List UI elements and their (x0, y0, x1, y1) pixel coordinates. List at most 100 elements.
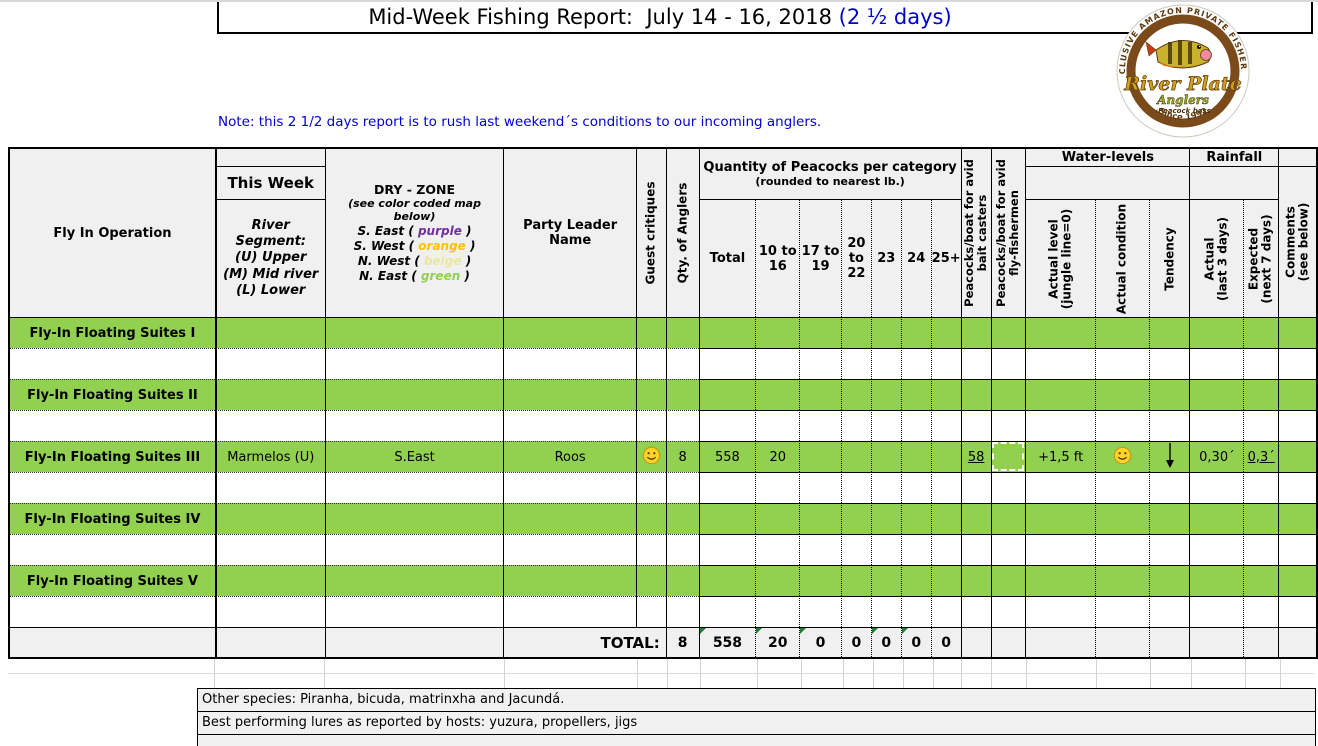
table-cell[interactable] (960, 627, 991, 657)
table-cell[interactable] (990, 596, 1026, 627)
header-bait-casters[interactable]: Peacocks/boat for avid bait casters (960, 149, 991, 317)
table-cell[interactable] (1189, 503, 1244, 534)
table-cell[interactable] (870, 441, 901, 472)
table-cell[interactable] (930, 348, 961, 379)
table-cell[interactable] (799, 379, 841, 410)
table-cell[interactable] (1025, 472, 1095, 503)
table-cell[interactable] (1025, 317, 1095, 348)
table-cell[interactable] (990, 503, 1026, 534)
table-cell[interactable] (960, 348, 991, 379)
table-cell[interactable]: 558 (698, 441, 756, 472)
table-cell[interactable] (10, 596, 215, 627)
header-actual-level[interactable]: Actual level (jungle line=0) (1025, 199, 1095, 317)
table-cell[interactable] (214, 596, 325, 627)
table-cell[interactable] (930, 565, 961, 596)
table-cell[interactable] (990, 317, 1026, 348)
table-cell[interactable] (214, 503, 325, 534)
table-cell[interactable] (1148, 565, 1190, 596)
header-17-19[interactable]: 17 to 19 (799, 199, 841, 317)
table-cell[interactable] (10, 410, 215, 441)
table-cell[interactable] (990, 379, 1026, 410)
header-comments[interactable]: Comments (see below) (1278, 166, 1316, 317)
table-cell[interactable] (324, 410, 504, 441)
table-cell[interactable] (755, 348, 800, 379)
table-cell[interactable] (503, 348, 636, 379)
table-cell[interactable] (755, 472, 800, 503)
table-cell[interactable] (900, 441, 931, 472)
table-cell[interactable] (960, 317, 991, 348)
table-cell[interactable] (324, 503, 504, 534)
table-cell[interactable] (1025, 348, 1095, 379)
table-cell[interactable] (840, 472, 871, 503)
table-cell[interactable] (1278, 472, 1316, 503)
table-cell[interactable] (698, 596, 756, 627)
table-cell[interactable] (324, 472, 504, 503)
table-cell[interactable] (960, 503, 991, 534)
table-cell[interactable] (635, 503, 666, 534)
total-anglers-cell[interactable]: 8 (665, 627, 699, 657)
table-cell[interactable] (1148, 410, 1190, 441)
table-cell[interactable] (1243, 627, 1279, 657)
table-cell[interactable] (990, 410, 1026, 441)
table-cell[interactable] (1278, 348, 1316, 379)
table-cell[interactable] (799, 596, 841, 627)
table-cell[interactable] (1025, 627, 1095, 657)
table-cell[interactable] (1025, 534, 1095, 565)
table-cell[interactable] (698, 534, 756, 565)
table-cell[interactable] (1243, 472, 1279, 503)
table-cell[interactable] (665, 596, 699, 627)
table-cell[interactable] (1243, 534, 1279, 565)
table-cell[interactable] (324, 379, 504, 410)
header-20-22[interactable]: 20 to 22 (840, 199, 871, 317)
table-cell[interactable] (503, 379, 636, 410)
table-cell[interactable] (960, 410, 991, 441)
suite-name-cell[interactable]: Fly-In Floating Suites IV (10, 503, 215, 534)
table-cell[interactable] (990, 472, 1026, 503)
total-value-cell[interactable]: 0 (900, 627, 931, 657)
table-cell[interactable]: 58 (960, 441, 991, 472)
table-cell[interactable] (755, 317, 800, 348)
header-fly-fishermen[interactable]: Peacocks/boat for avid fly-fishermen (990, 149, 1026, 317)
table-cell[interactable] (799, 410, 841, 441)
table-cell[interactable] (1148, 317, 1190, 348)
header-rain-expected[interactable]: Expected (next 7 days) (1243, 199, 1279, 317)
table-cell[interactable] (1148, 472, 1190, 503)
header-party-leader[interactable]: Party Leader Name (503, 149, 636, 317)
table-cell[interactable] (900, 503, 931, 534)
table-cell[interactable] (1243, 565, 1279, 596)
suite-name-cell[interactable]: Fly-In Floating Suites I (10, 317, 215, 348)
table-cell[interactable] (840, 596, 871, 627)
table-cell[interactable] (900, 348, 931, 379)
table-cell[interactable] (799, 472, 841, 503)
table-cell[interactable] (1094, 627, 1149, 657)
table-cell[interactable] (635, 348, 666, 379)
table-cell[interactable] (698, 317, 756, 348)
header-rain-actual[interactable]: Actual (last 3 days) (1189, 199, 1244, 317)
table-cell[interactable]: 20 (755, 441, 800, 472)
table-cell[interactable] (930, 441, 961, 472)
table-cell[interactable] (214, 348, 325, 379)
table-cell[interactable] (1189, 596, 1244, 627)
table-cell[interactable] (870, 534, 901, 565)
table-cell[interactable] (840, 317, 871, 348)
footer-empty-row[interactable] (198, 734, 1315, 746)
table-cell[interactable] (1148, 627, 1190, 657)
table-cell[interactable] (214, 472, 325, 503)
table-cell[interactable] (755, 565, 800, 596)
table-cell[interactable] (1094, 534, 1149, 565)
table-cell[interactable]: +1,5 ft (1025, 441, 1095, 472)
table-cell[interactable] (960, 379, 991, 410)
table-cell[interactable] (635, 410, 666, 441)
table-cell[interactable] (1148, 348, 1190, 379)
table-cell[interactable] (1094, 503, 1149, 534)
table-cell[interactable] (665, 348, 699, 379)
table-cell[interactable] (324, 317, 504, 348)
table-cell[interactable] (960, 596, 991, 627)
table-cell[interactable] (870, 503, 901, 534)
header-qty-anglers[interactable]: Qty. of Anglers (665, 149, 699, 317)
table-cell[interactable] (1189, 410, 1244, 441)
table-cell[interactable]: S.East (324, 441, 504, 472)
table-cell[interactable] (960, 472, 991, 503)
table-cell[interactable] (324, 596, 504, 627)
table-cell[interactable]: 0,30´ (1189, 441, 1244, 472)
